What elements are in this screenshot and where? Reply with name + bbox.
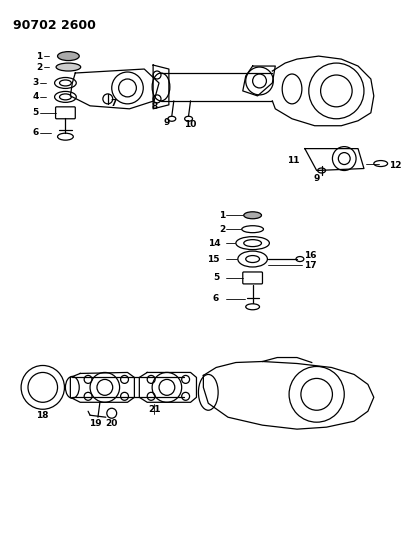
Text: 5: 5: [213, 273, 219, 282]
Text: 18: 18: [36, 411, 49, 419]
Text: 8: 8: [151, 102, 158, 111]
Text: 6: 6: [213, 294, 219, 303]
Text: 15: 15: [207, 255, 219, 263]
Text: 6: 6: [32, 128, 39, 137]
Text: 2: 2: [219, 225, 225, 233]
Text: 4: 4: [32, 92, 39, 101]
Text: 17: 17: [304, 261, 316, 270]
Text: 9: 9: [313, 174, 320, 183]
Text: 11: 11: [288, 156, 300, 165]
Text: 1: 1: [36, 52, 43, 61]
Text: 1: 1: [219, 211, 225, 220]
Ellipse shape: [58, 52, 79, 61]
Ellipse shape: [244, 212, 262, 219]
Ellipse shape: [56, 63, 81, 71]
Text: 19: 19: [89, 419, 101, 427]
Text: 21: 21: [148, 405, 160, 414]
Text: 5: 5: [32, 108, 39, 117]
Text: 2: 2: [36, 62, 43, 71]
Text: 9: 9: [164, 118, 170, 127]
Text: 16: 16: [304, 251, 316, 260]
Text: 3: 3: [32, 78, 39, 87]
Text: 14: 14: [209, 239, 221, 248]
Text: 90702 2600: 90702 2600: [13, 19, 96, 33]
Text: 10: 10: [184, 120, 197, 129]
Text: 20: 20: [106, 419, 118, 427]
Text: 12: 12: [388, 161, 401, 170]
Text: 7: 7: [110, 99, 117, 108]
